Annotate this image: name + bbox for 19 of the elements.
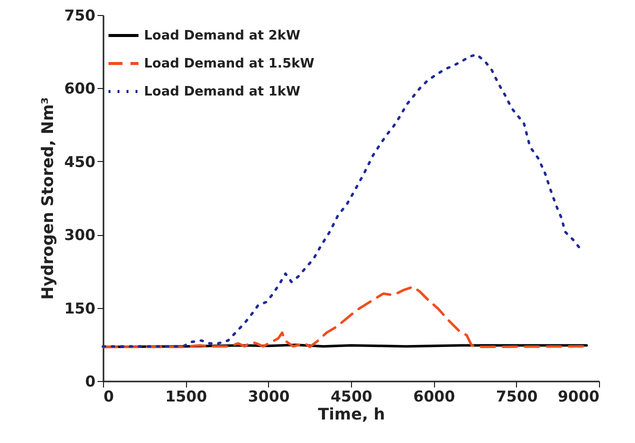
line-series: [102, 53, 582, 348]
x-tick-label: 4500: [330, 388, 372, 406]
y-tick-label: 0: [85, 372, 96, 390]
legend-label: Load Demand at 1kW: [144, 84, 300, 100]
x-axis-title: Time, h: [318, 404, 385, 424]
y-tick-label: 450: [64, 152, 96, 171]
y-axis-title: Hydrogen Stored, Nm³: [38, 97, 58, 300]
x-tick-label: 0: [104, 388, 114, 406]
y-tick-label: 300: [64, 226, 96, 244]
y-tick-label: 150: [64, 299, 96, 318]
x-tick-label: 1500: [165, 388, 208, 406]
legend-label: Load Demand at 2kW: [144, 28, 300, 44]
y-tick-label: 600: [64, 80, 96, 98]
x-tick-label: 3000: [248, 388, 290, 406]
legend-label: Load Demand at 1.5kW: [144, 56, 314, 72]
x-tick-label: 9000: [558, 388, 600, 406]
x-tick-label: 6000: [413, 388, 456, 406]
y-tick-label: 750: [64, 6, 96, 24]
x-tick-label: 7500: [496, 388, 538, 406]
